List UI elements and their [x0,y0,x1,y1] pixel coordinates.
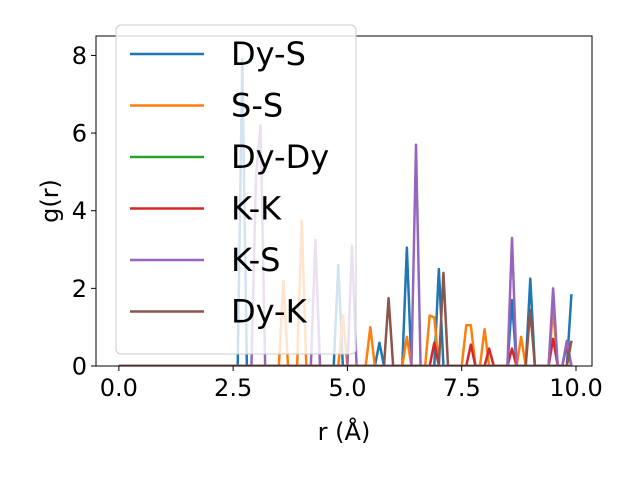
y-tick-label: 2 [72,275,87,303]
y-axis: 0 2 4 6 8 [72,42,96,381]
x-axis-label: r (Å) [318,417,371,446]
legend-box [115,24,357,355]
legend-label-dy-dy: Dy-Dy [231,138,329,176]
y-tick-label: 4 [72,197,87,225]
legend-label-s-s: S-S [231,87,283,125]
legend-label-k-k: K-K [231,190,282,228]
y-tick-label: 8 [72,42,87,70]
x-axis: 0.0 2.5 5.0 7.5 10.0 [100,366,603,402]
x-tick-label: 5.0 [328,374,366,402]
y-axis-label: g(r) [36,179,64,223]
legend-label-dy-s: Dy-S [231,35,306,73]
y-tick-label: 6 [72,120,87,148]
x-tick-label: 10.0 [549,374,602,402]
legend-label-k-s: K-S [231,241,280,279]
legend: Dy-S S-S Dy-Dy K-K K-S Dy-K [115,24,357,355]
y-tick-label: 0 [72,353,87,381]
legend-label-dy-k: Dy-K [231,293,308,331]
x-tick-label: 2.5 [214,374,252,402]
series-line-dy-k [118,271,573,366]
x-tick-label: 7.5 [443,374,481,402]
x-tick-label: 0.0 [100,374,138,402]
